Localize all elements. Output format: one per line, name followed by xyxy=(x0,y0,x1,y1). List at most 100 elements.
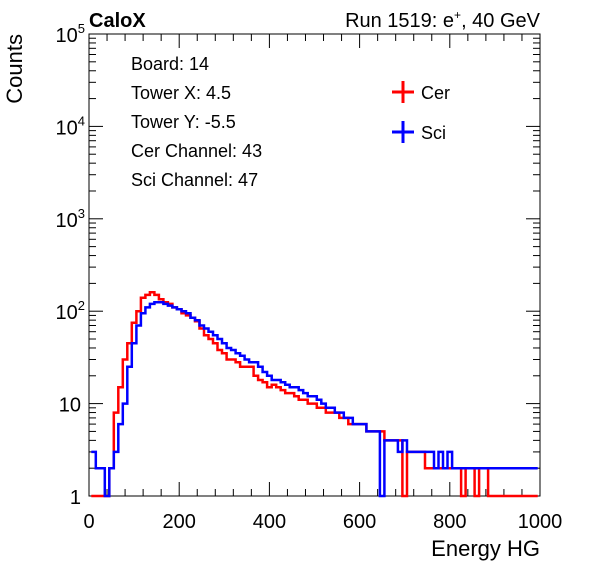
data-point xyxy=(358,423,361,425)
data-point xyxy=(228,358,230,361)
data-point xyxy=(354,423,356,425)
data-point xyxy=(367,430,370,433)
legend-marker-sci xyxy=(392,121,414,143)
info-cer-channel: Cer Channel: 43 xyxy=(131,141,262,161)
data-point xyxy=(417,451,420,453)
data-point xyxy=(214,342,217,345)
data-point xyxy=(309,395,311,398)
histogram-series xyxy=(91,291,538,498)
data-point xyxy=(304,399,307,401)
data-point xyxy=(503,495,505,497)
data-point xyxy=(92,495,95,497)
data-point xyxy=(381,430,384,433)
data-point xyxy=(403,439,406,442)
run-label: Run 1519: e xyxy=(345,10,454,32)
data-point xyxy=(286,392,289,394)
data-point xyxy=(480,467,483,470)
data-point xyxy=(399,451,402,453)
data-point xyxy=(268,386,271,389)
data-point xyxy=(403,495,406,497)
data-point xyxy=(327,407,329,409)
data-point xyxy=(412,451,415,453)
data-point xyxy=(101,495,104,497)
x-tick-label: 400 xyxy=(253,511,286,533)
data-point xyxy=(498,495,501,497)
data-point xyxy=(142,296,144,299)
data-point xyxy=(182,312,185,315)
y-tick-label: 102 xyxy=(56,298,85,324)
data-point xyxy=(503,467,505,470)
legend: Cer Sci xyxy=(392,81,450,143)
data-point xyxy=(246,358,248,361)
series-sci xyxy=(91,300,538,498)
y-axis-label: Counts xyxy=(2,34,27,104)
plot-frame xyxy=(88,33,541,497)
data-point xyxy=(431,451,433,453)
data-point xyxy=(516,467,519,470)
data-point xyxy=(169,303,171,305)
data-point xyxy=(273,379,275,381)
data-point xyxy=(300,389,302,391)
data-point xyxy=(340,411,343,414)
data-point xyxy=(512,495,514,497)
data-point xyxy=(435,467,438,470)
data-point xyxy=(300,399,302,401)
data-point xyxy=(449,451,451,453)
data-point xyxy=(431,467,433,470)
data-point xyxy=(494,467,496,470)
data-point xyxy=(106,495,108,497)
data-point xyxy=(426,451,429,453)
data-point xyxy=(340,417,343,419)
data-point xyxy=(146,306,149,309)
data-point xyxy=(259,379,262,381)
data-point xyxy=(178,308,180,311)
data-point xyxy=(110,467,113,470)
data-point xyxy=(241,354,244,357)
data-point xyxy=(255,375,257,377)
data-point xyxy=(476,467,478,470)
x-tick-label: 0 xyxy=(83,511,94,533)
data-point xyxy=(228,347,230,349)
data-point xyxy=(349,423,352,425)
data-point xyxy=(259,366,262,368)
data-point xyxy=(205,334,208,337)
data-point xyxy=(210,338,212,340)
data-point xyxy=(210,330,212,333)
data-point xyxy=(115,451,117,453)
data-point xyxy=(115,411,117,414)
data-point xyxy=(485,467,487,470)
data-point xyxy=(133,342,135,345)
data-point xyxy=(444,467,447,470)
data-point xyxy=(331,407,334,409)
series-line-cer xyxy=(91,291,538,498)
data-point xyxy=(277,379,280,381)
data-point xyxy=(426,467,429,470)
x-tick-label: 600 xyxy=(343,511,376,533)
data-point xyxy=(530,467,532,470)
data-point xyxy=(146,294,149,296)
data-point xyxy=(295,395,298,398)
data-point xyxy=(101,467,104,470)
data-point xyxy=(237,352,239,355)
data-point xyxy=(507,495,510,497)
data-point xyxy=(255,361,257,364)
data-point xyxy=(313,395,316,398)
data-point xyxy=(264,371,266,373)
data-point xyxy=(264,381,266,384)
data-point xyxy=(277,386,280,389)
legend-label-cer: Cer xyxy=(421,83,450,103)
data-point xyxy=(133,321,135,324)
data-point xyxy=(137,310,140,313)
data-point xyxy=(440,451,442,453)
data-point xyxy=(421,451,424,453)
data-point xyxy=(521,495,523,497)
data-point xyxy=(394,439,397,442)
data-point xyxy=(476,495,478,497)
canvas-title-left: CaloX xyxy=(89,10,146,32)
data-point xyxy=(408,451,411,453)
data-point xyxy=(331,411,334,414)
data-point xyxy=(525,467,528,470)
data-point xyxy=(453,467,456,470)
legend-marker-cer xyxy=(392,81,414,103)
data-point xyxy=(291,386,293,389)
